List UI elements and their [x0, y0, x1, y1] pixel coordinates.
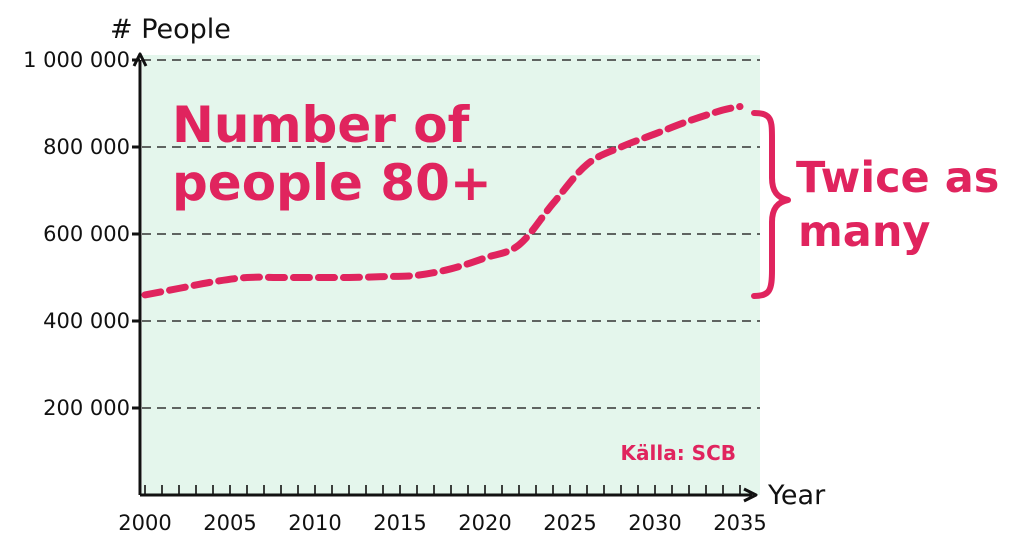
- y-tick-label: 600 000: [43, 222, 130, 246]
- grid-lines: [142, 59, 760, 409]
- x-tick-label: 2010: [288, 511, 341, 535]
- x-tick-label: 2025: [543, 511, 596, 535]
- x-axis-arrow: [743, 487, 758, 503]
- x-tick-label: 2015: [373, 511, 426, 535]
- series-line: [141, 103, 744, 299]
- x-tick-label: 2005: [203, 511, 256, 535]
- brace-annotation: [751, 110, 791, 299]
- x-tick-label: 2000: [118, 511, 171, 535]
- headline-text: Number of: [172, 96, 471, 154]
- x-tick-label: 2020: [458, 511, 511, 535]
- y-tick-label: 800 000: [43, 135, 130, 159]
- headline-text: people 80+: [172, 154, 492, 212]
- source-label: Källa: SCB: [621, 441, 737, 465]
- brace-label: Twice as: [796, 153, 999, 203]
- x-axis-ticks: 2000 2005 2010 2015 2020 2025 2030 2035: [118, 485, 767, 535]
- y-tick-label: 400 000: [43, 309, 130, 333]
- y-tick-label: 1 000 000: [23, 48, 130, 72]
- y-axis-ticks: 200 000 400 000 600 000 800 000 1 000 000: [23, 48, 140, 420]
- brace-label: many: [798, 207, 930, 257]
- x-tick-label: 2035: [713, 511, 766, 535]
- y-axis-arrow: [132, 52, 148, 67]
- x-axis-title: Year: [767, 480, 826, 511]
- y-axis-title: # People: [110, 14, 231, 45]
- y-tick-label: 200 000: [43, 396, 130, 420]
- x-tick-label: 2030: [628, 511, 681, 535]
